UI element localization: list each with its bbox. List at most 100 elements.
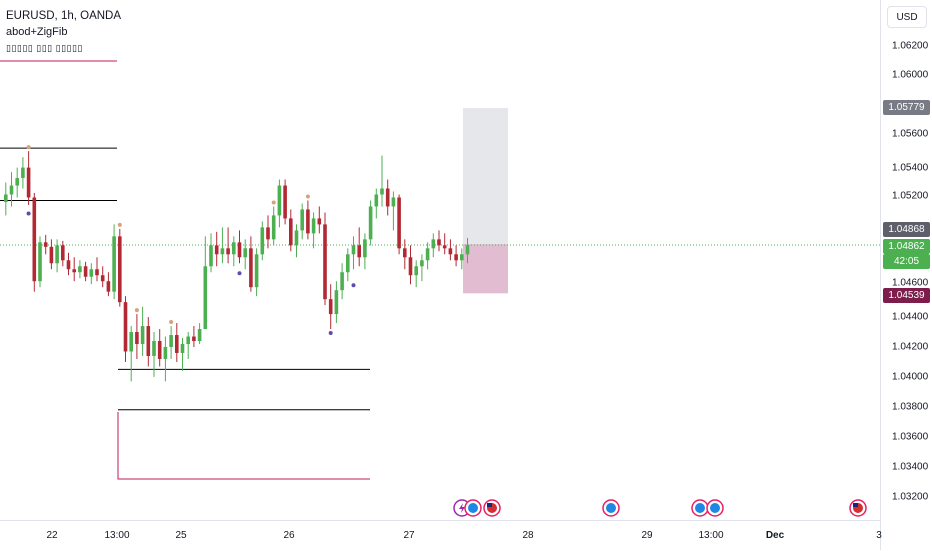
price-axis[interactable]	[880, 0, 932, 550]
bull-candle	[112, 236, 116, 292]
bear-candle	[317, 218, 322, 225]
time-tick: 3	[876, 530, 882, 541]
globe-icon[interactable]	[464, 499, 482, 517]
bear-candle	[61, 245, 65, 261]
bear-candle	[123, 302, 128, 352]
us-flag-icon[interactable]	[849, 499, 867, 517]
bull-candle	[21, 167, 25, 179]
bull-candle	[271, 215, 276, 240]
bear-candle	[237, 242, 242, 258]
time-tick: 29	[641, 530, 653, 541]
bear-candle	[157, 341, 162, 359]
globe-icon[interactable]	[706, 499, 724, 517]
bear-candle	[32, 197, 37, 282]
globe-icon[interactable]	[602, 499, 620, 517]
time-tick: 22	[46, 530, 58, 541]
stop-zone	[463, 244, 508, 294]
price-tick: 1.06200	[892, 40, 929, 52]
bear-candle	[397, 197, 401, 249]
bull-candle	[163, 346, 168, 359]
bull-candle	[300, 209, 304, 231]
pivot-low-marker	[351, 283, 356, 288]
price-tick: 1.05600	[892, 128, 929, 140]
bull-candle	[254, 254, 259, 288]
current-price-tag: 1.04862	[883, 239, 930, 254]
pivot-high-marker	[271, 200, 276, 205]
bear-candle	[43, 242, 48, 247]
bull-candle	[425, 248, 430, 261]
bear-candle	[226, 248, 230, 255]
target-zone	[463, 107, 508, 245]
bear-candle	[49, 246, 54, 264]
bull-candle	[374, 194, 379, 207]
bear-candle	[442, 245, 447, 249]
bear-candle	[135, 332, 139, 344]
bull-candle	[38, 242, 42, 282]
pivot-high-marker	[169, 320, 174, 325]
chart-legend: EURUSD, 1h, OANDA abod+ZigFib ▯▯▯▯▯ ▯▯▯ …	[6, 8, 121, 56]
price-tick: 1.04000	[892, 371, 929, 383]
bear-candle	[328, 299, 333, 315]
bear-candle	[357, 245, 361, 258]
pivot-low-marker	[328, 331, 333, 336]
chart-area[interactable]: EURUSD, 1h, OANDA abod+ZigFib ▯▯▯▯▯ ▯▯▯ …	[0, 0, 880, 520]
bull-candle	[78, 266, 82, 273]
bull-candle	[9, 185, 14, 195]
bull-candle	[334, 290, 339, 315]
bull-candle	[197, 329, 202, 342]
time-tick: 28	[522, 530, 534, 541]
price-tick: 1.05400	[892, 162, 929, 174]
bear-candle	[323, 224, 327, 300]
bear-candle	[83, 266, 88, 277]
time-tick: Dec	[765, 530, 785, 541]
globe-icon[interactable]	[691, 499, 709, 517]
bear-candle	[106, 281, 111, 292]
last-price-tag: 1.04868	[883, 222, 930, 237]
bear-candle	[437, 239, 441, 246]
time-axis[interactable]	[0, 520, 880, 551]
bull-candle	[140, 326, 145, 344]
bull-candle	[351, 245, 356, 255]
indicator-label[interactable]: abod+ZigFib	[6, 26, 68, 38]
price-chart[interactable]	[0, 0, 880, 520]
bull-candle	[180, 344, 185, 353]
us-flag-icon[interactable]	[483, 499, 501, 517]
bear-candle	[26, 167, 31, 198]
bear-candle	[408, 257, 413, 276]
price-tick: 1.05200	[892, 190, 929, 202]
bull-candle	[169, 335, 173, 347]
bull-candle	[363, 239, 367, 258]
bear-candle	[66, 260, 71, 270]
price-tick: 1.04600	[892, 277, 929, 289]
price-tick: 1.06000	[892, 69, 929, 81]
bear-candle	[175, 335, 179, 353]
time-tick: 26	[283, 530, 295, 541]
bull-candle	[277, 185, 282, 216]
bull-candle	[203, 266, 208, 330]
bull-candle	[232, 242, 236, 255]
bear-candle	[72, 269, 76, 273]
currency-button[interactable]: USD	[887, 6, 927, 28]
bull-candle	[209, 245, 213, 267]
price-tick: 1.03200	[892, 491, 929, 503]
target-price-tag: 1.05779	[883, 100, 930, 115]
bear-candle	[289, 218, 293, 246]
price-tick: 1.04200	[892, 341, 929, 353]
bull-candle	[431, 239, 436, 249]
symbol-title[interactable]: EURUSD, 1h, OANDA	[6, 10, 122, 22]
bear-candle	[118, 236, 122, 303]
bear-candle	[95, 269, 99, 276]
bull-candle	[55, 245, 59, 264]
bear-candle	[266, 227, 270, 240]
bear-candle	[100, 275, 105, 282]
bull-candle	[89, 269, 94, 277]
bull-candle	[346, 254, 350, 273]
bear-candle	[403, 248, 407, 258]
bull-candle	[4, 194, 8, 202]
time-tick: 13:00	[104, 530, 130, 541]
bull-candle	[340, 272, 344, 291]
time-tick: 25	[175, 530, 187, 541]
indicator-label-2[interactable]: ▯▯▯▯▯ ▯▯▯ ▯▯▯▯▯	[6, 43, 83, 53]
pivot-low-marker	[26, 211, 31, 216]
bear-candle	[283, 185, 287, 219]
